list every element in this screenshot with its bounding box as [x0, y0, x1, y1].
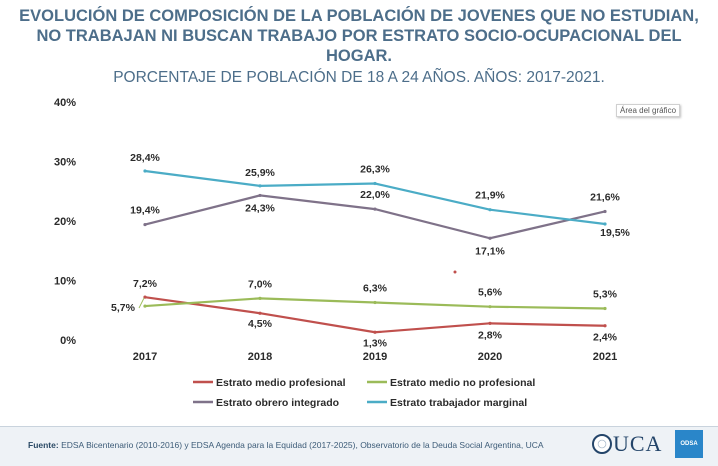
- data-label: 21,6%: [590, 191, 620, 203]
- source-text: EDSA Bicentenario (2010-2016) y EDSA Age…: [61, 440, 544, 450]
- x-tick-label: 2021: [593, 351, 617, 363]
- data-label: 5,7%: [111, 302, 136, 314]
- stray-dot: [453, 270, 457, 274]
- legend: Estrato medio profesional Estrato medio n…: [193, 377, 535, 409]
- data-point: [603, 306, 607, 311]
- data-point: [143, 304, 147, 308]
- chart-title-line: EVOLUCIÓN DE COMPOSICIÓN DE LA POBLACIÓN…: [19, 7, 699, 25]
- data-label: 2,8%: [478, 329, 503, 341]
- data-label: 24,3%: [245, 202, 275, 214]
- legend-label: Estrato obrero integrado: [216, 397, 339, 409]
- data-labels: 7,2% 4,5% 1,3% 2,8% 2,4% 5,7% 7,0% 6,3% 5,6% 5,3%…: [111, 152, 631, 349]
- data-point: [373, 207, 377, 211]
- data-point: [603, 222, 607, 226]
- x-tick-label: 2020: [478, 351, 502, 363]
- legend-label: Estrato medio no profesional: [390, 377, 535, 389]
- x-tick-label: 2019: [363, 351, 387, 363]
- data-point: [373, 330, 377, 334]
- data-point: [143, 222, 147, 227]
- data-point: [258, 296, 262, 300]
- data-label: 17,1%: [475, 245, 505, 257]
- data-label: 19,5%: [600, 227, 630, 239]
- data-label: 25,9%: [245, 167, 275, 179]
- source-label: Fuente:: [28, 440, 59, 450]
- data-point: [488, 208, 492, 212]
- data-point: [143, 169, 147, 173]
- data-label: 7,0%: [248, 278, 273, 290]
- line-chart: 0% 10% 20% 30% 40% 2017 2018 2019 2020 2021 7,2%…: [54, 97, 631, 409]
- chart-title-line: HOGAR.: [326, 47, 392, 65]
- data-label: 5,6%: [478, 287, 503, 299]
- uca-seal-icon: [592, 434, 612, 454]
- chart-subtitle: PORCENTAJE DE POBLACIÓN DE 18 A 24 AÑOS.…: [113, 69, 605, 86]
- data-point: [258, 193, 262, 198]
- y-tick-label: 0%: [60, 335, 76, 347]
- y-axis: 0% 10% 20% 30% 40%: [54, 97, 76, 347]
- data-label: 2,4%: [593, 332, 618, 344]
- y-tick-label: 10%: [54, 276, 76, 288]
- data-point: [258, 311, 262, 315]
- data-point: [373, 181, 377, 186]
- y-tick-label: 40%: [54, 97, 76, 109]
- series-line-3: [144, 194, 606, 240]
- data-point: [488, 321, 492, 325]
- y-tick-label: 30%: [54, 157, 76, 169]
- data-label: 6,3%: [363, 283, 388, 295]
- x-tick-label: 2018: [248, 351, 272, 363]
- legend-label: Estrato trabajador marginal: [390, 397, 527, 409]
- data-label: 5,3%: [593, 288, 618, 300]
- odsa-badge: ODSA: [675, 430, 703, 458]
- data-label: 26,3%: [360, 164, 390, 176]
- data-label: 1,3%: [363, 337, 388, 349]
- data-label: 7,2%: [133, 278, 158, 290]
- data-point: [603, 324, 607, 328]
- x-axis: 2017 2018 2019 2020 2021: [133, 351, 617, 363]
- data-label: 22,0%: [360, 189, 390, 201]
- legend-label: Estrato medio profesional: [216, 377, 346, 389]
- data-label: 4,5%: [248, 318, 273, 330]
- source-note: Fuente: EDSA Bicentenario (2010-2016) y …: [28, 440, 544, 450]
- y-tick-label: 20%: [54, 216, 76, 228]
- data-point: [603, 209, 607, 214]
- chart-title-line: NO TRABAJAN NI BUSCAN TRABAJO POR ESTRAT…: [36, 27, 682, 45]
- data-point: [143, 295, 147, 299]
- uca-logo: UCA: [613, 431, 663, 456]
- data-point: [373, 300, 377, 305]
- leader-line: [138, 297, 145, 309]
- data-label: 21,9%: [475, 190, 505, 202]
- data-point: [258, 184, 262, 188]
- x-tick-label: 2017: [133, 351, 157, 363]
- data-point: [488, 305, 492, 309]
- series-layer: [143, 169, 607, 334]
- data-label: 28,4%: [130, 152, 160, 164]
- data-label: 19,4%: [130, 205, 160, 217]
- chart-area-tooltip: Área del gráfico: [616, 104, 681, 117]
- data-point: [488, 236, 492, 240]
- chart-title: EVOLUCIÓN DE COMPOSICIÓN DE LA POBLACIÓN…: [0, 6, 718, 66]
